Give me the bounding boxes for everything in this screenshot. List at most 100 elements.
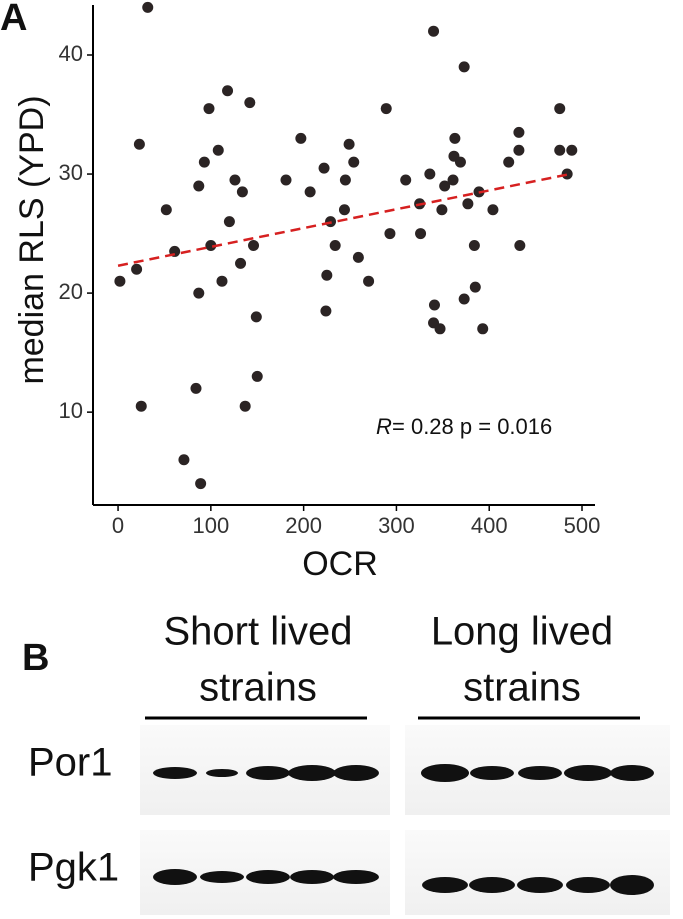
y-tick-label: 40	[59, 41, 83, 66]
point	[514, 239, 526, 251]
point	[236, 186, 248, 198]
trend-line	[117, 172, 571, 267]
blot-membrane	[405, 830, 670, 915]
point	[193, 287, 205, 299]
point	[280, 174, 292, 186]
point	[338, 204, 350, 216]
band	[153, 869, 197, 885]
point	[384, 228, 396, 240]
point	[554, 144, 566, 156]
band	[200, 871, 244, 883]
band	[610, 875, 654, 895]
point	[348, 156, 360, 168]
point	[449, 132, 461, 144]
point	[251, 370, 263, 382]
stat-name: R	[376, 414, 392, 439]
point	[503, 156, 515, 168]
point	[195, 478, 207, 490]
point	[343, 138, 355, 150]
point	[487, 204, 499, 216]
point	[193, 180, 205, 192]
point	[468, 239, 480, 251]
point	[248, 239, 260, 251]
band	[246, 870, 290, 884]
bands	[153, 764, 654, 895]
point	[352, 251, 364, 263]
x-tick-label: 100	[192, 513, 229, 538]
band	[564, 765, 612, 781]
x-tick-label: 200	[285, 513, 322, 538]
point	[250, 311, 262, 323]
point	[447, 174, 459, 186]
band	[153, 767, 197, 779]
point	[190, 382, 202, 394]
point	[428, 299, 440, 311]
x-tick-label: 400	[471, 513, 508, 538]
point	[554, 103, 566, 115]
x-tick-label: 0	[112, 513, 124, 538]
band	[421, 764, 469, 782]
point	[339, 174, 351, 186]
x-axis-label: OCR	[302, 545, 378, 583]
band	[470, 766, 514, 780]
band	[517, 877, 563, 893]
band	[469, 877, 515, 893]
point	[295, 132, 307, 144]
point	[198, 156, 210, 168]
point	[380, 103, 392, 115]
stat-text: = 0.28 p = 0.016	[392, 414, 552, 439]
point	[469, 281, 481, 293]
band	[288, 765, 336, 781]
point	[434, 323, 446, 335]
point	[318, 162, 330, 174]
point	[513, 144, 525, 156]
point	[135, 400, 147, 412]
point	[477, 323, 489, 335]
band	[333, 870, 379, 884]
band	[246, 766, 290, 780]
x-tick-label: 300	[378, 513, 415, 538]
point	[160, 204, 172, 216]
point	[424, 168, 436, 180]
y-tick-label: 20	[59, 279, 83, 304]
point	[133, 138, 145, 150]
point	[458, 61, 470, 73]
group-label: strains	[463, 666, 581, 710]
point	[400, 174, 412, 186]
band	[333, 765, 379, 781]
point	[131, 263, 143, 275]
group-label: Short lived	[164, 610, 353, 654]
band	[206, 769, 238, 777]
point	[436, 204, 448, 216]
point	[178, 454, 190, 466]
point	[205, 239, 217, 251]
point	[304, 186, 316, 198]
point	[513, 126, 525, 138]
point	[142, 1, 154, 13]
point	[415, 228, 427, 240]
point	[212, 144, 224, 156]
band	[610, 765, 654, 781]
point	[458, 293, 470, 305]
y-tick-label: 10	[59, 398, 83, 423]
panel-label: A	[0, 0, 27, 39]
point	[216, 275, 228, 287]
panel-label: B	[22, 637, 49, 679]
point	[329, 239, 341, 251]
point	[244, 97, 256, 109]
band	[290, 870, 334, 884]
x-tick-label: 500	[564, 513, 601, 538]
point	[229, 174, 241, 186]
point	[239, 400, 251, 412]
band	[518, 766, 562, 780]
point	[566, 144, 578, 156]
point	[561, 168, 573, 180]
point	[428, 25, 440, 37]
group-label: Long lived	[431, 610, 613, 654]
band	[422, 877, 468, 893]
row-label: Por1	[28, 741, 113, 785]
group-label: strains	[199, 666, 317, 710]
row-label: Pgk1	[28, 846, 119, 890]
